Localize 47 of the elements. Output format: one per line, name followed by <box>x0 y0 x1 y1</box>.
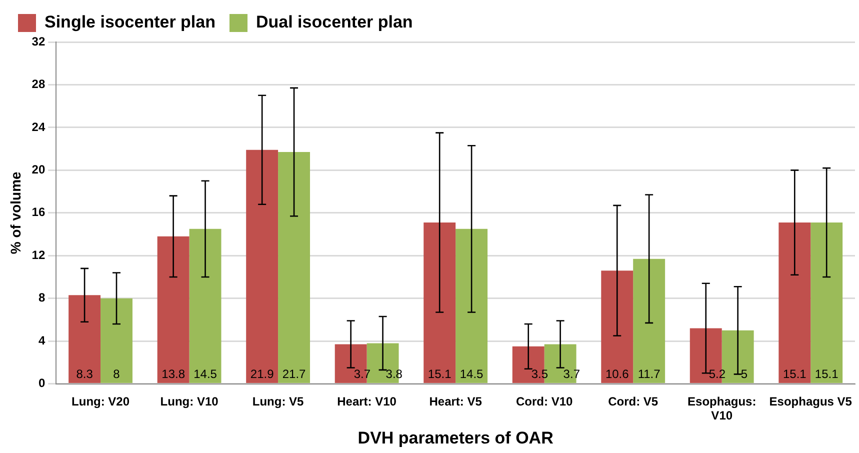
data-label: 15.1 <box>428 367 452 382</box>
data-label: 10.6 <box>605 367 630 382</box>
data-label: 14.5 <box>460 367 484 382</box>
bar <box>100 298 132 384</box>
bar <box>633 258 666 384</box>
bar <box>601 270 634 384</box>
bar <box>157 236 190 384</box>
y-axis-title: % of volume <box>7 171 24 254</box>
x-tick-label: Lung: V10 <box>160 394 219 408</box>
bar <box>778 222 811 384</box>
bar <box>68 295 101 384</box>
bar <box>189 228 222 384</box>
y-tick-label: 8 <box>38 290 46 305</box>
y-tick-label: 12 <box>32 248 46 262</box>
data-label: 21.7 <box>282 367 306 382</box>
x-tick-label: Lung: V20 <box>72 394 130 408</box>
x-axis-title: DVH parameters of OAR <box>358 428 554 448</box>
data-label: 8.3 <box>76 367 94 382</box>
bar <box>246 150 278 384</box>
x-tick-label: Heart: V5 <box>429 394 482 408</box>
y-tick-label: 4 <box>38 333 46 348</box>
x-tick-label: Cord: V5 <box>608 394 658 408</box>
y-tick-label: 16 <box>32 205 46 220</box>
bar <box>810 222 843 384</box>
data-label: 5 <box>740 367 748 382</box>
bar <box>278 152 310 384</box>
data-label: 21.9 <box>250 367 274 382</box>
y-tick-label: 32 <box>32 34 46 48</box>
x-tick-label: Heart: V10 <box>337 394 397 408</box>
data-label: 8 <box>113 367 120 382</box>
x-tick-label: Esophagus V5 <box>769 394 852 408</box>
x-tick-label: Cord: V10 <box>516 394 573 408</box>
legend-label: Single isocenter plan <box>44 12 216 32</box>
y-tick-label: 28 <box>32 77 46 92</box>
bar <box>456 228 488 384</box>
y-tick-label: 24 <box>32 120 46 134</box>
data-label: 15.1 <box>782 367 807 382</box>
bar <box>424 222 456 384</box>
data-label: 15.1 <box>814 367 839 382</box>
x-tick-label: Esophagus: V10 <box>688 394 756 423</box>
x-tick-label: Lung: V5 <box>252 394 304 408</box>
y-tick-label: 0 <box>38 376 46 390</box>
data-label: 11.7 <box>638 367 661 382</box>
data-label: 14.5 <box>194 367 218 382</box>
y-tick-label: 20 <box>32 162 46 176</box>
legend-label: Dual isocenter plan <box>256 12 413 32</box>
data-label: 13.8 <box>162 367 186 382</box>
